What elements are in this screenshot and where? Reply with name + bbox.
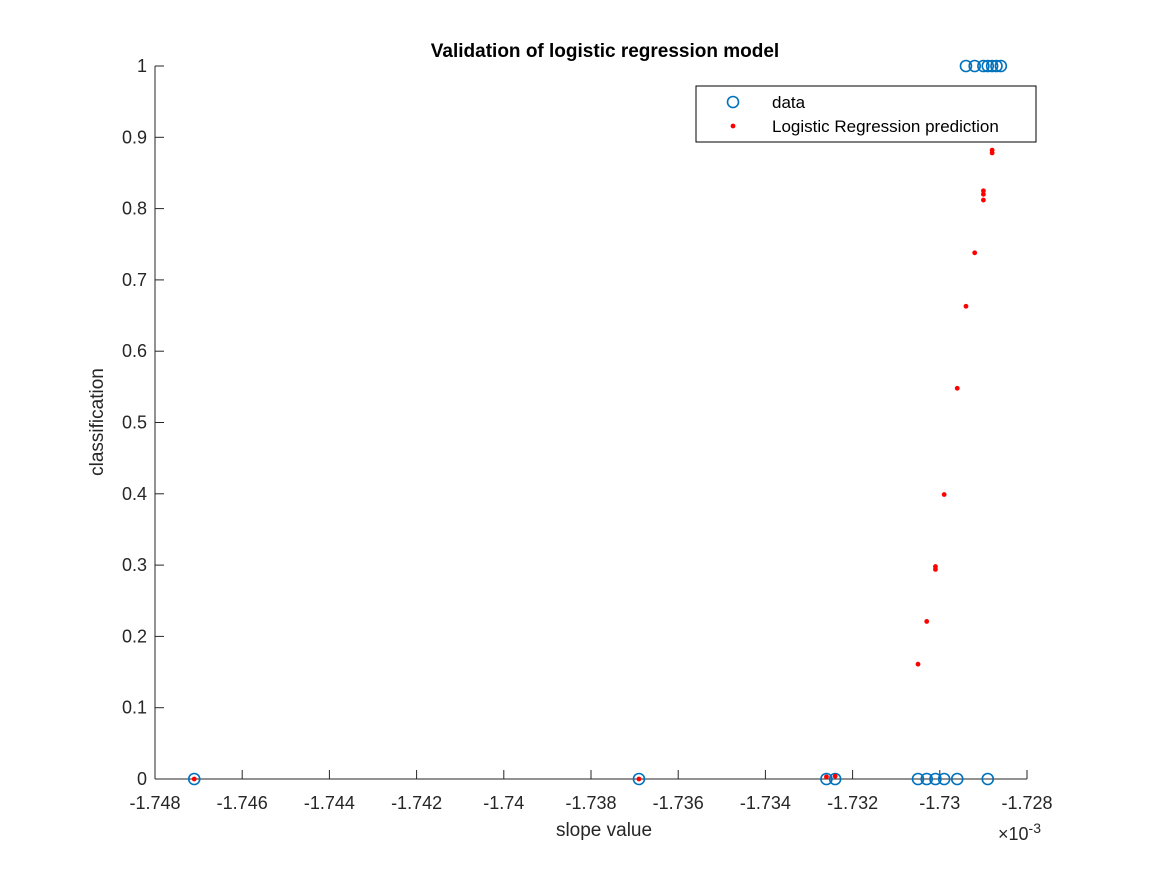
prediction-point xyxy=(832,773,838,779)
data-point xyxy=(937,772,951,786)
data-point xyxy=(994,59,1008,73)
data-point xyxy=(968,59,981,73)
x-tick-label: -1.746 xyxy=(217,793,268,813)
prediction-point xyxy=(989,147,995,153)
data-point xyxy=(981,772,995,786)
y-tick-label: 0.6 xyxy=(122,341,147,361)
data-point xyxy=(911,772,925,786)
y-tick-label: 0.5 xyxy=(122,413,147,433)
x-tick-label: -1.736 xyxy=(653,793,704,813)
x-tick-label: -1.732 xyxy=(827,793,878,813)
data-point xyxy=(187,772,201,786)
prediction-point xyxy=(636,776,642,782)
data-point xyxy=(981,59,995,73)
legend-prediction-label: Logistic Regression prediction xyxy=(772,117,999,136)
prediction-point xyxy=(981,188,986,194)
data-series xyxy=(187,59,1008,786)
y-tick-label: 0.4 xyxy=(122,484,147,504)
legend: data Logistic Regression prediction xyxy=(695,85,1037,143)
y-axis: 0 0.1 0.2 0.3 0.4 0.5 0.6 0.7 0.8 0.9 1 xyxy=(122,56,164,789)
data-point xyxy=(632,772,646,786)
x-axis-exponent-base: ×10 xyxy=(998,824,1029,844)
y-tick-label: 0.8 xyxy=(122,199,147,219)
prediction-point xyxy=(191,776,197,782)
data-point xyxy=(985,59,999,73)
y-tick-label: 0.3 xyxy=(122,555,147,575)
y-tick-label: 0 xyxy=(137,769,147,789)
legend-data-marker xyxy=(726,95,740,109)
data-point xyxy=(920,772,934,786)
y-tick-label: 1 xyxy=(137,56,147,76)
x-tick-label: -1.728 xyxy=(1001,793,1052,813)
prediction-point xyxy=(972,250,978,256)
prediction-point xyxy=(981,191,986,197)
data-point xyxy=(820,772,833,786)
x-tick-label: -1.738 xyxy=(565,793,616,813)
legend-box xyxy=(695,85,1037,143)
data-point xyxy=(929,772,942,786)
x-tick-label: -1.74 xyxy=(483,793,524,813)
x-tick-label: -1.742 xyxy=(391,793,442,813)
y-tick-label: 0.7 xyxy=(122,270,147,290)
prediction-point xyxy=(954,385,960,391)
data-point xyxy=(950,772,964,786)
y-axis-title: classification xyxy=(87,368,108,476)
x-axis-exponent: ×10-3 xyxy=(998,820,1041,844)
x-tick-label: -1.73 xyxy=(919,793,960,813)
prediction-point xyxy=(941,492,947,497)
prediction-point xyxy=(933,564,938,569)
prediction-point xyxy=(915,661,921,667)
x-axis-title: slope value xyxy=(556,820,652,841)
prediction-point xyxy=(824,774,829,780)
x-tick-label: -1.734 xyxy=(740,793,791,813)
x-axis: -1.748 -1.746 -1.744 -1.742 -1.74 -1.738 -1.73… xyxy=(129,770,1053,813)
y-tick-label: 0.1 xyxy=(122,698,147,718)
data-point xyxy=(828,772,842,786)
data-point xyxy=(959,59,973,73)
data-point xyxy=(977,59,990,73)
y-tick-label: 0.2 xyxy=(122,626,147,646)
data-point xyxy=(990,59,1003,73)
x-tick-label: -1.744 xyxy=(304,793,355,813)
legend-data-label: data xyxy=(772,93,806,112)
y-tick-label: 0.9 xyxy=(122,127,147,147)
x-axis-exponent-power: -3 xyxy=(1029,820,1042,836)
legend-prediction-marker xyxy=(730,123,736,129)
prediction-point xyxy=(981,197,986,203)
prediction-series xyxy=(191,147,995,782)
chart-title: Validation of logistic regression model xyxy=(431,41,779,62)
prediction-point xyxy=(963,303,969,309)
x-tick-label: -1.748 xyxy=(129,793,180,813)
prediction-point xyxy=(924,619,930,624)
